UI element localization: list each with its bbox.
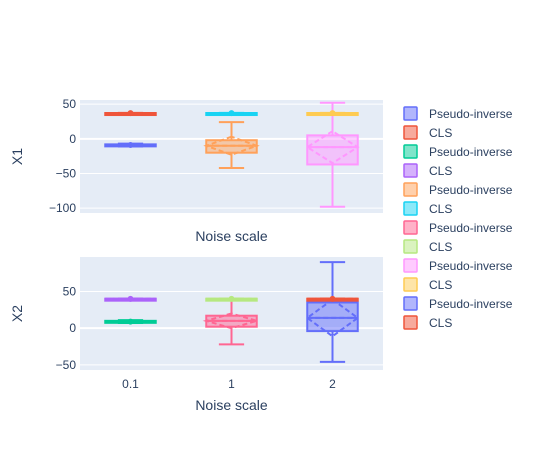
x-axis-title: Noise scale [195, 228, 268, 244]
box-mean-sd [203, 135, 260, 156]
legend-swatch [403, 220, 418, 235]
box-mean-sd [305, 130, 360, 165]
legend-label: Pseudo-inverse [429, 221, 513, 235]
x-tick-label: 1 [228, 377, 235, 391]
legend-item-cls-3[interactable]: CLS [403, 163, 452, 178]
legend-swatch [403, 182, 418, 197]
legend-item-pseudo-inverse-6[interactable]: Pseudo-inverse [403, 220, 513, 235]
box-pseudo-inverse-1[interactable] [203, 121, 260, 169]
box-iqr [306, 134, 359, 166]
box-pseudo-inverse-2[interactable] [305, 101, 360, 208]
legend-swatch [403, 258, 418, 273]
legend-item-pseudo-inverse-2[interactable]: Pseudo-inverse [403, 144, 513, 159]
x-axis-title: Noise scale [195, 397, 268, 413]
legend-swatch [403, 144, 418, 159]
y-tick-label: 0 [69, 132, 76, 146]
legend-label: CLS [429, 126, 452, 140]
legend-label: CLS [429, 240, 452, 254]
legend-item-cls-9[interactable]: CLS [403, 277, 452, 292]
box-cls-1[interactable] [205, 295, 258, 302]
box-mean-marker [329, 295, 336, 302]
legend-label: Pseudo-inverse [429, 183, 513, 197]
box-cls-0.1[interactable] [104, 110, 157, 117]
y-tick-label: 50 [63, 284, 77, 298]
y-axis-title: X1 [9, 148, 25, 165]
legend-item-cls-1[interactable]: CLS [403, 125, 452, 140]
legend-swatch [403, 163, 418, 178]
legend-label: CLS [429, 164, 452, 178]
legend[interactable]: Pseudo-inverse CLS Pseudo-inverse CLS Pseudo… [403, 106, 513, 330]
legend-item-pseudo-inverse-0[interactable]: Pseudo-inverse [403, 106, 513, 121]
subplot-x2: 50 0 −50 X2 0.1 1 2 Noise scale [9, 257, 383, 413]
legend-item-pseudo-inverse-10[interactable]: Pseudo-inverse [403, 296, 513, 311]
box-mean-marker [127, 295, 134, 302]
legend-label: Pseudo-inverse [429, 297, 513, 311]
legend-label: CLS [429, 316, 452, 330]
box-mean-sd [202, 312, 261, 330]
legend-swatch [403, 201, 418, 216]
box-pseudo-inverse-0.1[interactable] [104, 142, 157, 149]
legend-label: Pseudo-inverse [429, 145, 513, 159]
box-mean-sd [305, 298, 360, 338]
legend-item-cls-5[interactable]: CLS [403, 201, 452, 216]
box-iqr [306, 301, 359, 333]
x-tick-label: 2 [329, 377, 336, 391]
y-tick-label: 50 [63, 97, 77, 111]
box-mean-marker [228, 110, 235, 117]
box-cls-2[interactable] [306, 295, 359, 302]
box-pseudo-inverse-2[interactable] [305, 261, 360, 363]
legend-label: Pseudo-inverse [429, 259, 513, 273]
subplot-x1: 50 0 −50 −100 X1 Noise scale [9, 97, 383, 244]
box-mean-marker [127, 142, 134, 149]
legend-item-cls-11[interactable]: CLS [403, 315, 452, 330]
legend-label: Pseudo-inverse [429, 107, 513, 121]
box-cls-0.1[interactable] [104, 295, 157, 302]
x-tick-label: 0.1 [122, 377, 139, 391]
legend-item-pseudo-inverse-4[interactable]: Pseudo-inverse [403, 182, 513, 197]
legend-swatch [403, 106, 418, 121]
legend-swatch [403, 277, 418, 292]
y-tick-label: −50 [56, 166, 77, 180]
y-tick-label: −100 [49, 201, 76, 215]
y-axis-title: X2 [9, 305, 25, 322]
legend-item-cls-7[interactable]: CLS [403, 239, 452, 254]
box-mean-marker [127, 110, 134, 117]
box-cls-2[interactable] [306, 110, 359, 117]
y-tick-label: 0 [69, 321, 76, 335]
box-mean-marker [127, 318, 134, 325]
box-mean-marker [228, 295, 235, 302]
box-mean-marker [329, 110, 336, 117]
legend-swatch [403, 296, 418, 311]
legend-item-pseudo-inverse-8[interactable]: Pseudo-inverse [403, 258, 513, 273]
box-pseudo-inverse-0.1[interactable] [104, 318, 157, 325]
legend-swatch [403, 239, 418, 254]
legend-swatch [403, 125, 418, 140]
legend-label: CLS [429, 202, 452, 216]
box-cls-1[interactable] [205, 110, 258, 117]
legend-swatch [403, 315, 418, 330]
plot-area: 50 0 −50 −100 X1 Noise scale 50 0 −50 X2 0.1 1 2 Nois… [9, 97, 383, 413]
y-tick-label: −50 [56, 358, 77, 372]
legend-label: CLS [429, 278, 452, 292]
